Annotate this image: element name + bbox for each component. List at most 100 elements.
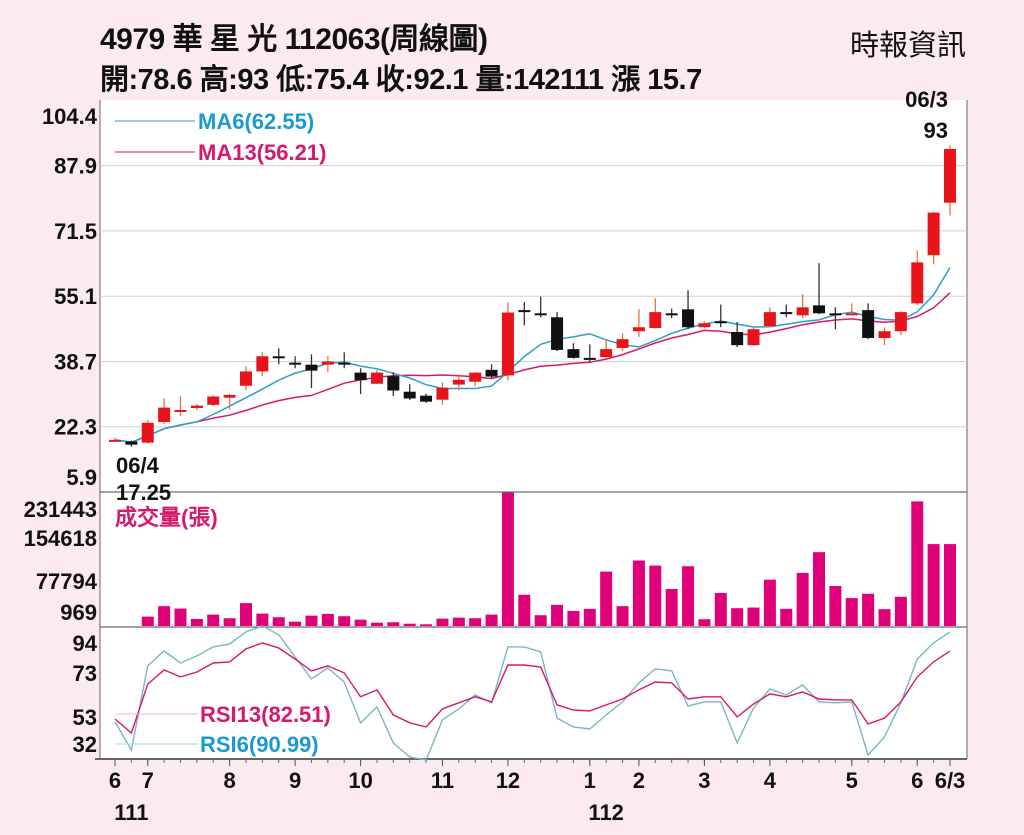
candle-body bbox=[796, 307, 809, 316]
volume-bar bbox=[878, 609, 891, 626]
candle-body bbox=[649, 312, 662, 329]
rsi13-line bbox=[114, 642, 951, 735]
volume-bar bbox=[272, 617, 285, 626]
volume-legend: 成交量(張) bbox=[115, 505, 218, 530]
volume-bar bbox=[403, 623, 416, 626]
volume-bar bbox=[567, 610, 580, 626]
volume-bar bbox=[354, 619, 367, 626]
rsi6-line bbox=[114, 625, 951, 761]
candle-body bbox=[927, 212, 940, 256]
volume-bar bbox=[174, 608, 187, 626]
candle-body bbox=[616, 339, 629, 348]
candle-body bbox=[452, 379, 465, 385]
candle-body bbox=[747, 329, 760, 346]
candle-body bbox=[862, 310, 875, 338]
ma6-line bbox=[114, 267, 951, 444]
candle-body bbox=[731, 332, 744, 346]
candle-body bbox=[321, 361, 334, 365]
volume-bar bbox=[796, 572, 809, 626]
candle-body bbox=[354, 372, 367, 381]
volume-bar bbox=[534, 615, 547, 626]
x-tick-label: 1 bbox=[584, 768, 596, 793]
candle-body bbox=[501, 312, 514, 376]
volume-bar bbox=[698, 619, 711, 626]
candle-body bbox=[813, 305, 826, 314]
volume-bar bbox=[141, 616, 154, 626]
candle-body bbox=[894, 312, 907, 332]
year-label: 111 bbox=[114, 800, 148, 825]
x-tick-label: 4 bbox=[764, 768, 777, 793]
price-tick-label: 38.7 bbox=[54, 349, 97, 374]
rsi-tick-label: 32 bbox=[73, 732, 97, 757]
candle-body bbox=[141, 422, 154, 443]
candle-body bbox=[665, 313, 678, 316]
ma6-legend: MA6(62.55) bbox=[198, 109, 314, 134]
rsi13-legend: RSI13(82.51) bbox=[200, 702, 331, 727]
candle-body bbox=[109, 439, 121, 442]
x-tick-label: 11 bbox=[431, 768, 454, 793]
candle-body bbox=[125, 441, 138, 445]
price-tick-label: 55.1 bbox=[54, 284, 97, 309]
x-tick-label: 6/3 bbox=[935, 768, 966, 793]
volume-bar bbox=[256, 613, 269, 626]
year-label: 112 bbox=[588, 800, 624, 825]
rsi-tick-label: 94 bbox=[73, 631, 98, 656]
price-tick-label: 22.3 bbox=[54, 415, 97, 440]
volume-bar bbox=[714, 593, 727, 626]
chart-title: 4979 華 星 光 112063(周線圖) bbox=[100, 23, 488, 56]
x-tick-label: 7 bbox=[142, 768, 154, 793]
rsi-tick-label: 73 bbox=[73, 661, 97, 686]
volume-bar bbox=[190, 618, 203, 626]
volume-bar bbox=[944, 544, 956, 626]
high-value-annotation: 93 bbox=[924, 118, 948, 143]
candle-body bbox=[698, 323, 711, 328]
x-tick-label: 6 bbox=[109, 768, 121, 793]
rsi-tick-label: 53 bbox=[73, 705, 97, 730]
price-tick-label: 104.4 bbox=[42, 104, 98, 129]
volume-bar bbox=[616, 606, 629, 626]
candle-body bbox=[272, 356, 285, 359]
x-tick-label: 12 bbox=[496, 768, 520, 793]
volume-bar bbox=[436, 618, 449, 626]
candle-body bbox=[370, 372, 383, 384]
volume-bar bbox=[600, 571, 613, 626]
candle-body bbox=[845, 313, 858, 316]
candle-body bbox=[420, 395, 433, 402]
volume-bar bbox=[452, 617, 465, 626]
volume-bar bbox=[632, 560, 645, 626]
candle-body bbox=[223, 394, 236, 398]
price-tick-label: 87.9 bbox=[54, 154, 97, 179]
candle-body bbox=[158, 407, 171, 422]
volume-bar bbox=[649, 565, 662, 626]
candle-body bbox=[469, 372, 482, 382]
volume-bar bbox=[862, 593, 875, 626]
candle-body bbox=[567, 349, 580, 358]
volume-tick-label: 154618 bbox=[24, 526, 97, 551]
x-tick-label: 5 bbox=[846, 768, 858, 793]
plot-area bbox=[100, 100, 967, 759]
candle-body bbox=[763, 312, 776, 327]
volume-bar bbox=[321, 613, 334, 626]
x-tick-label: 3 bbox=[698, 768, 710, 793]
candle-body bbox=[305, 364, 318, 371]
volume-bar bbox=[894, 596, 907, 626]
candle-body bbox=[289, 362, 302, 365]
volume-bar bbox=[207, 614, 220, 626]
volume-bar bbox=[420, 624, 433, 626]
volume-bar bbox=[763, 579, 776, 626]
candle-body bbox=[944, 148, 956, 203]
price-tick-label: 71.5 bbox=[54, 219, 97, 244]
volume-bar bbox=[551, 604, 564, 626]
candle-body bbox=[714, 321, 727, 324]
volume-bar bbox=[387, 622, 400, 626]
volume-bar bbox=[370, 622, 383, 626]
rsi6-legend: RSI6(90.99) bbox=[200, 732, 319, 757]
candle-body bbox=[387, 376, 400, 391]
volume-bar bbox=[682, 566, 695, 626]
volume-bar bbox=[583, 608, 596, 626]
volume-bar bbox=[927, 544, 940, 626]
volume-bar bbox=[665, 588, 678, 626]
x-tick-label: 9 bbox=[289, 768, 301, 793]
candle-body bbox=[485, 369, 498, 377]
